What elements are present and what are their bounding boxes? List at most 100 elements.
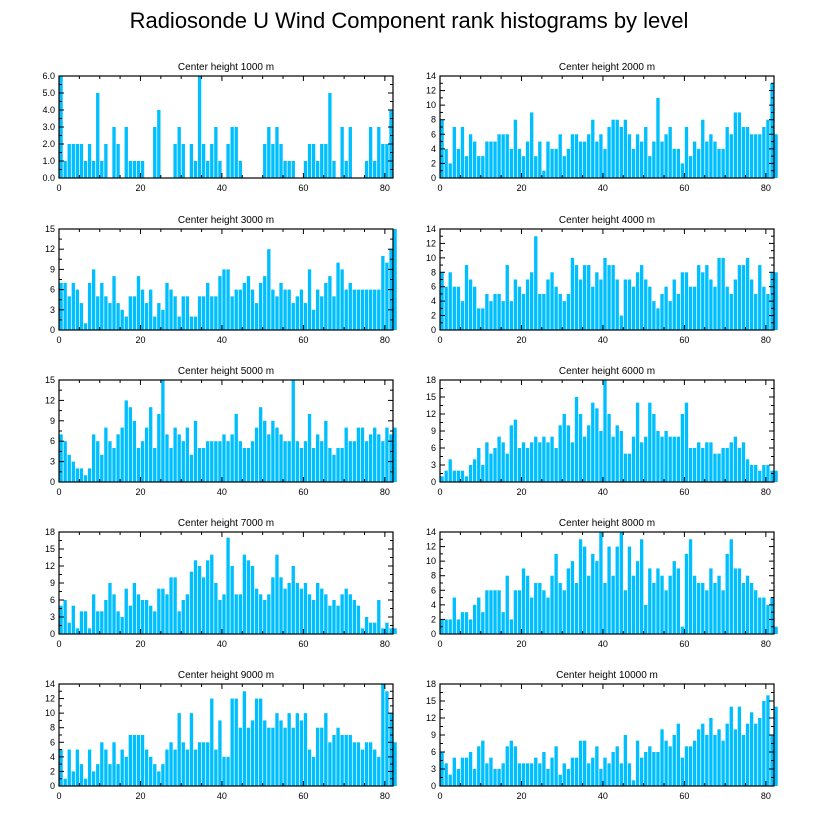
bar: [530, 763, 534, 786]
bar: [368, 742, 373, 786]
y-tick-label: 0: [431, 781, 436, 791]
bar: [124, 400, 128, 482]
y-tick-label: 12: [426, 86, 436, 96]
y-tick-label: 12: [45, 395, 55, 405]
bar: [668, 746, 672, 786]
bar: [67, 296, 71, 330]
y-tick-label: 3: [431, 764, 436, 774]
bar: [733, 568, 738, 634]
bar: [534, 436, 538, 482]
bar: [684, 272, 689, 330]
panel-10: Center height 10000 m 0 20 40 60 80 0 3 6 9 12 15 18: [426, 670, 778, 801]
bar: [157, 303, 161, 330]
bar: [652, 752, 656, 786]
bar: [550, 272, 554, 330]
bar: [144, 303, 149, 330]
bar: [112, 448, 116, 482]
bar: [733, 729, 738, 786]
bar: [348, 127, 352, 178]
bar: [619, 532, 623, 634]
y-tick-label: 2: [431, 158, 436, 168]
bar: [770, 83, 774, 178]
bar: [517, 286, 522, 330]
bar: [193, 316, 198, 330]
bar: [193, 420, 198, 482]
bar: [385, 262, 389, 330]
bar: [599, 134, 603, 178]
bar: [513, 590, 518, 634]
x-tick-label: 0: [437, 487, 442, 497]
x-tick-label: 80: [761, 183, 771, 193]
bar: [741, 583, 746, 634]
x-tick-label: 60: [679, 639, 689, 649]
bar: [263, 420, 267, 482]
y-tick-label: 3: [50, 305, 55, 315]
bar: [464, 265, 469, 330]
bar: [570, 757, 575, 786]
bar: [96, 441, 100, 482]
bar: [360, 628, 365, 634]
bar: [136, 276, 141, 330]
bar: [71, 771, 75, 786]
bar: [71, 282, 75, 330]
bar: [185, 427, 190, 482]
bar: [648, 286, 652, 330]
bar: [668, 127, 672, 178]
bar: [493, 769, 497, 786]
bar: [128, 161, 132, 178]
y-tick-label: 0: [431, 629, 436, 639]
y-tick-label: 18: [45, 527, 55, 537]
bar: [460, 757, 465, 786]
bar: [660, 575, 664, 634]
bar: [75, 628, 80, 634]
bar: [157, 110, 161, 178]
bar: [513, 746, 518, 786]
bar: [517, 763, 522, 786]
bar: [320, 441, 324, 482]
bar: [222, 594, 226, 634]
bar: [656, 752, 660, 786]
bar: [477, 597, 481, 634]
bar: [177, 127, 181, 178]
bar: [770, 470, 774, 482]
bar: [660, 141, 664, 178]
bar: [116, 764, 120, 786]
bar: [169, 289, 173, 330]
bar: [501, 763, 505, 786]
bar: [680, 272, 685, 330]
y-tick-label: 9: [431, 730, 436, 740]
bar: [324, 420, 328, 482]
bar: [254, 303, 259, 330]
figure-title: Radiosonde U Wind Component rank histogr…: [129, 8, 689, 33]
bar: [242, 554, 247, 634]
bar: [631, 436, 636, 482]
x-tick-label: 0: [437, 791, 442, 801]
bar: [373, 289, 377, 330]
bar: [206, 560, 210, 634]
bar: [485, 763, 489, 786]
bar: [448, 459, 452, 482]
y-tick-label: 10: [45, 708, 55, 718]
bar: [440, 476, 444, 482]
bar: [373, 622, 377, 634]
bar: [619, 127, 623, 178]
bar: [250, 720, 255, 786]
bar: [611, 752, 615, 786]
x-tick-label: 40: [598, 487, 608, 497]
bar: [393, 742, 397, 786]
bar: [635, 134, 640, 178]
bar: [214, 441, 218, 482]
bar: [534, 757, 538, 786]
bar: [460, 612, 465, 634]
y-tick-label: 8: [431, 571, 436, 581]
bar: [770, 597, 774, 634]
bar: [246, 727, 251, 786]
bar: [517, 448, 522, 482]
bar: [664, 740, 668, 786]
bar: [676, 293, 680, 330]
bar: [291, 380, 295, 482]
panel-title: Center height 8000 m: [559, 518, 655, 529]
bar: [177, 434, 181, 482]
bar: [749, 465, 754, 482]
